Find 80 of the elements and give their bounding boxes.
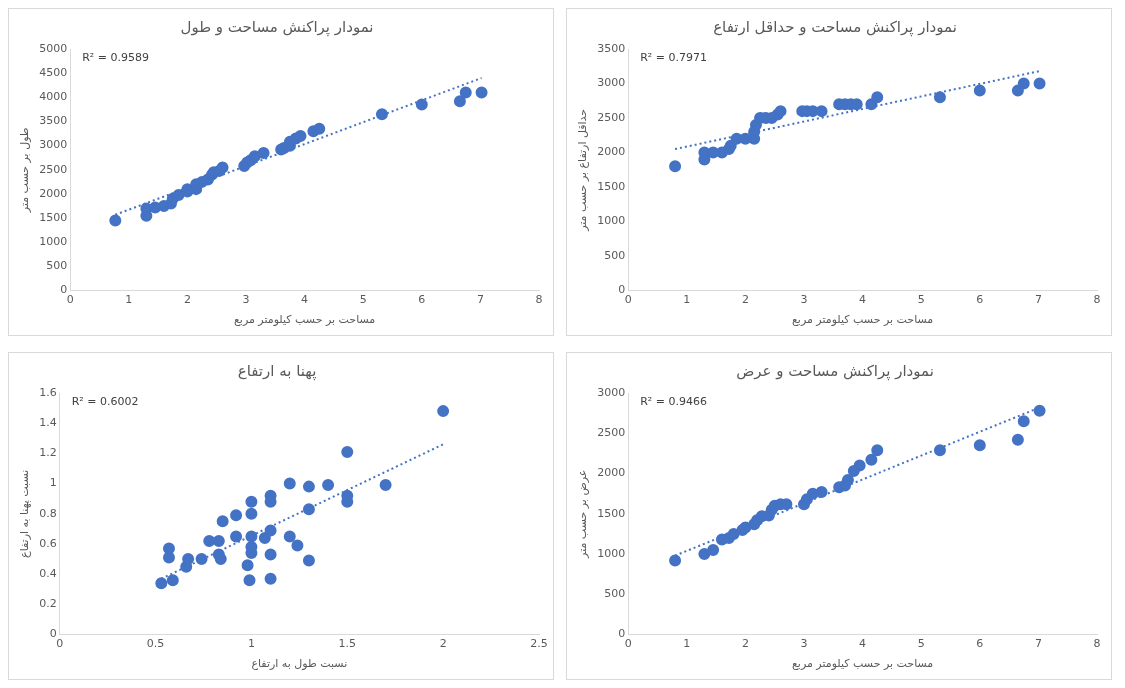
y-tick-label: 0 bbox=[618, 283, 626, 297]
x-tick-label: 6 bbox=[976, 637, 984, 651]
y-tick-label: 2000 bbox=[597, 466, 626, 480]
x-tick-label: 1 bbox=[125, 293, 133, 307]
y-tick-label: 500 bbox=[46, 259, 68, 273]
y-tick-label: 0.2 bbox=[39, 597, 57, 611]
x-tick-label: 2 bbox=[439, 637, 447, 651]
x-tick-label: 7 bbox=[476, 293, 484, 307]
x-tick-label: 5 bbox=[917, 293, 925, 307]
x-tick-label: 3 bbox=[800, 293, 808, 307]
y-tick-label: 1.6 bbox=[39, 385, 57, 399]
chart-title: نمودار پراکنش مساحت و طول bbox=[180, 17, 374, 37]
y-tick-label: 1 bbox=[49, 476, 57, 490]
x-axis-title: مساحت بر حسب کیلومتر مربع bbox=[233, 313, 376, 327]
y-tick-label: 2000 bbox=[39, 186, 68, 200]
annotation: R² = 0.6002 bbox=[71, 395, 139, 409]
x-tick-label: 1 bbox=[247, 637, 255, 651]
y-tick-label: 1500 bbox=[597, 179, 626, 193]
y-tick-label: 5000 bbox=[39, 41, 68, 55]
x-axis-title: مساحت بر حسب کیلومتر مربع bbox=[791, 657, 934, 671]
x-tick-label: 1.5 bbox=[338, 637, 357, 651]
y-axis-title: حداقل ارتفاع بر حسب متر bbox=[576, 108, 590, 232]
x-tick-label: 1 bbox=[683, 293, 691, 307]
y-tick-label: 2000 bbox=[597, 145, 626, 159]
y-tick-label: 1.2 bbox=[39, 446, 57, 460]
x-tick-label: 8 bbox=[1093, 293, 1101, 307]
y-tick-label: 3000 bbox=[597, 385, 626, 399]
y-tick-label: 1000 bbox=[39, 235, 68, 249]
x-tick-label: 5 bbox=[917, 637, 925, 651]
x-tick-label: 7 bbox=[1034, 293, 1042, 307]
y-tick-label: 3000 bbox=[597, 76, 626, 90]
x-tick-label: 8 bbox=[535, 293, 543, 307]
y-tick-label: 0 bbox=[60, 283, 68, 297]
x-tick-label: 8 bbox=[1093, 637, 1101, 651]
y-tick-label: 0 bbox=[618, 627, 626, 641]
x-tick-label: 0.5 bbox=[146, 637, 165, 651]
x-tick-label: 7 bbox=[1034, 637, 1042, 651]
y-tick-label: 1000 bbox=[597, 546, 626, 560]
y-tick-label: 1.4 bbox=[39, 416, 57, 430]
x-axis-title: نسبت طول به ارتفاع bbox=[251, 657, 348, 671]
annotation: R² = 0.9466 bbox=[640, 395, 707, 409]
y-tick-label: 500 bbox=[604, 248, 626, 262]
x-tick-label: 4 bbox=[859, 637, 867, 651]
y-axis-title: عرض بر حسب متر bbox=[576, 469, 590, 559]
y-tick-label: 1000 bbox=[597, 214, 626, 228]
x-tick-label: 3 bbox=[800, 637, 808, 651]
y-tick-label: 3500 bbox=[597, 41, 626, 55]
y-tick-label: 4500 bbox=[39, 66, 68, 80]
x-tick-label: 2 bbox=[183, 293, 191, 307]
y-axis-title: طول بر حسب متر bbox=[18, 127, 32, 214]
x-tick-label: 3 bbox=[242, 293, 250, 307]
x-tick-label: 5 bbox=[359, 293, 367, 307]
x-tick-label: 2 bbox=[741, 637, 749, 651]
chart-title: پهنا به ارتفاع bbox=[237, 361, 317, 381]
y-tick-label: 2500 bbox=[597, 426, 626, 440]
y-tick-label: 1500 bbox=[39, 210, 68, 224]
x-tick-label: 6 bbox=[976, 293, 984, 307]
x-tick-label: 2.5 bbox=[530, 637, 548, 651]
x-tick-label: 4 bbox=[859, 293, 867, 307]
y-tick-label: 2500 bbox=[39, 162, 68, 176]
y-tick-label: 3500 bbox=[39, 114, 68, 128]
x-axis-title: مساحت بر حسب کیلومتر مربع bbox=[791, 313, 934, 327]
y-tick-label: 2500 bbox=[597, 110, 626, 124]
y-tick-label: 0.6 bbox=[39, 536, 57, 550]
annotation: R² = 0.9589 bbox=[82, 51, 149, 65]
chart-title: نمودار پراکنش مساحت و عرض bbox=[736, 361, 934, 381]
y-tick-label: 0 bbox=[49, 627, 57, 641]
y-tick-label: 1500 bbox=[597, 506, 626, 520]
y-tick-label: 0.4 bbox=[39, 567, 57, 581]
annotation: R² = 0.7971 bbox=[640, 51, 707, 65]
chart-title: نمودار پراکنش مساحت و حداقل ارتفاع bbox=[713, 17, 957, 37]
x-tick-label: 6 bbox=[418, 293, 426, 307]
x-tick-label: 1 bbox=[683, 637, 691, 651]
y-axis-title: نسبت پهنا به ارتفاع bbox=[18, 469, 32, 558]
y-tick-label: 500 bbox=[604, 587, 626, 601]
y-tick-label: 3000 bbox=[39, 138, 68, 152]
x-tick-label: 2 bbox=[741, 293, 749, 307]
y-tick-label: 4000 bbox=[39, 90, 68, 104]
x-tick-label: 4 bbox=[301, 293, 309, 307]
y-tick-label: 0.8 bbox=[39, 506, 57, 520]
